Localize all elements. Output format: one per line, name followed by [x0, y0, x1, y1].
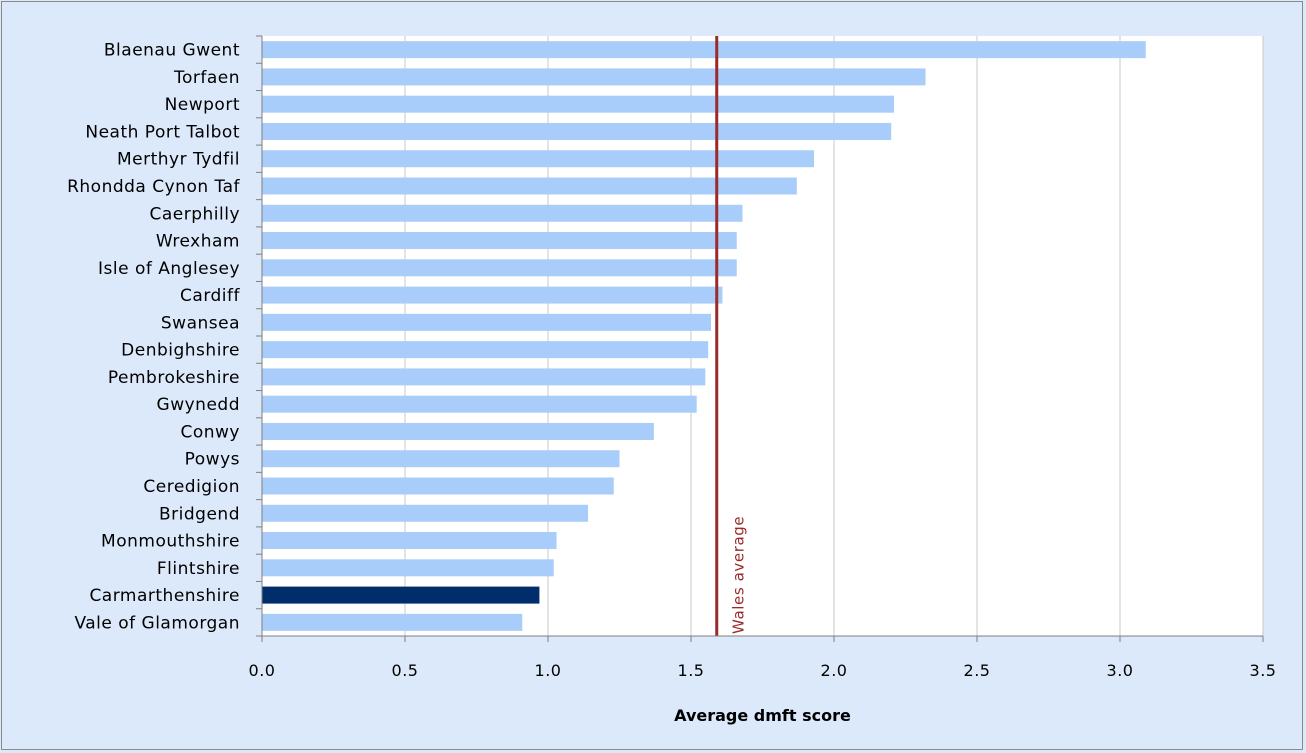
category-label: Caerphilly	[149, 204, 240, 224]
category-label: Conwy	[180, 422, 240, 442]
category-label: Flintshire	[157, 559, 240, 579]
bar	[262, 122, 892, 140]
x-tick-label: 0.5	[392, 661, 419, 680]
x-tick-label: 1.0	[535, 661, 562, 680]
x-tick-label: 2.0	[821, 661, 848, 680]
bars	[262, 41, 1146, 631]
bar	[262, 532, 557, 550]
category-label: Rhondda Cynon Taf	[67, 177, 240, 197]
category-label: Bridgend	[159, 504, 240, 524]
bar	[262, 422, 654, 440]
bar	[262, 613, 523, 631]
bar	[262, 450, 620, 468]
bar	[262, 177, 797, 195]
bar	[262, 586, 540, 604]
category-label: Carmarthenshire	[89, 586, 240, 606]
category-label: Isle of Anglesey	[98, 259, 240, 279]
x-tick-label: 3.0	[1107, 661, 1134, 680]
bar	[262, 477, 614, 495]
bar	[262, 204, 743, 222]
category-label: Neath Port Talbot	[85, 122, 240, 142]
category-label: Ceredigion	[143, 477, 240, 497]
x-axis-title: Average dmft score	[674, 706, 851, 725]
category-labels: Blaenau Gwent Torfaen Newport Neath Port Ta…	[67, 41, 240, 634]
bar	[262, 95, 895, 113]
bar	[262, 559, 554, 577]
category-label: Wrexham	[156, 232, 240, 252]
category-label: Monmouthshire	[101, 532, 240, 552]
category-label: Gwynedd	[157, 395, 240, 415]
axes	[256, 35, 1264, 642]
bar	[262, 504, 589, 522]
bar	[262, 286, 723, 304]
bar	[262, 341, 709, 359]
category-label: Blaenau Gwent	[104, 41, 240, 61]
bar	[262, 232, 737, 250]
category-label: Newport	[165, 95, 240, 115]
category-label: Swansea	[161, 313, 240, 333]
x-tick-label: 0.0	[249, 661, 276, 680]
category-label: Merthyr Tydfil	[117, 150, 240, 170]
wales-average-label: Wales average	[730, 516, 748, 634]
category-label: Denbighshire	[121, 341, 240, 361]
x-tick-labels: 0.0 0.5 1.0 1.5 2.0 2.5 3.0 3.5	[249, 661, 1277, 680]
x-tick-label: 2.5	[964, 661, 991, 680]
category-label: Vale of Glamorgan	[74, 613, 240, 633]
bar	[262, 395, 697, 413]
x-tick-label: 1.5	[678, 661, 705, 680]
bar	[262, 313, 712, 331]
bar	[262, 41, 1146, 59]
category-label: Torfaen	[173, 68, 240, 88]
bar	[262, 68, 926, 86]
reference-line-group: Wales average	[715, 36, 748, 636]
x-tick-label: 3.5	[1250, 661, 1277, 680]
bar	[262, 368, 706, 386]
category-label: Cardiff	[180, 286, 240, 306]
bar	[262, 259, 737, 277]
category-label: Powys	[185, 450, 240, 470]
bar	[262, 150, 814, 168]
category-label: Pembrokeshire	[108, 368, 240, 388]
